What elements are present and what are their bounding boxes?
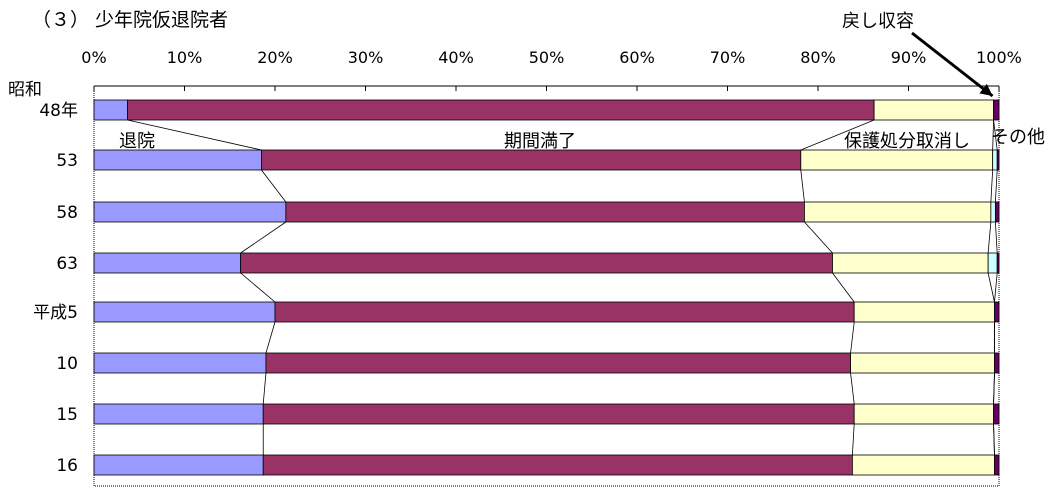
series-label: その他	[991, 127, 1045, 148]
bar-segment	[274, 301, 855, 323]
bar-segment	[832, 252, 989, 274]
series-line	[127, 119, 262, 151]
x-tick-label: 10%	[167, 48, 203, 67]
bar-segment	[265, 352, 851, 374]
category-label: 63	[56, 254, 78, 274]
bar-segment	[93, 99, 128, 121]
category-label: 48年	[39, 101, 78, 121]
series-line	[993, 119, 998, 151]
series-line	[987, 272, 995, 303]
x-tick-label: 30%	[348, 48, 384, 67]
category-label: 16	[56, 456, 78, 476]
series-line	[851, 423, 855, 456]
bar-segment	[240, 252, 833, 274]
series-line	[850, 372, 855, 405]
x-tick-label: 70%	[710, 48, 746, 67]
category-label: 53	[56, 151, 78, 171]
bar-segment	[853, 403, 994, 425]
bar-segment	[993, 99, 1000, 121]
bars	[93, 99, 1000, 476]
series-line	[994, 221, 998, 254]
chart-title: （３） 少年院仮退院者	[32, 9, 228, 31]
category-label: 15	[56, 405, 78, 425]
bar-segment	[804, 201, 992, 223]
series-line	[800, 169, 805, 203]
series-line	[240, 272, 276, 303]
x-tick-label: 50%	[529, 48, 565, 67]
bar-segment	[800, 149, 994, 171]
category-label: 58	[56, 203, 78, 223]
bar-segment	[993, 403, 1000, 425]
bar-segment	[992, 149, 998, 171]
x-tick-label: 40%	[438, 48, 474, 67]
x-tick-label: 80%	[800, 48, 836, 67]
bar-segment	[93, 352, 267, 374]
series-line	[804, 221, 833, 254]
x-axis-ticks	[93, 86, 1000, 91]
bar-segment	[994, 201, 1000, 223]
series-connector-lines	[127, 119, 998, 456]
x-tick-label: 100%	[976, 48, 1022, 67]
series-line	[990, 169, 994, 203]
series-line	[992, 119, 994, 151]
series-line	[240, 221, 287, 254]
bar-segment	[994, 301, 1000, 323]
bar-segment	[261, 149, 802, 171]
bar-segment	[987, 252, 998, 274]
series-line	[994, 169, 998, 203]
bar-segment	[990, 201, 996, 223]
series-line	[832, 272, 855, 303]
bar-segment	[873, 99, 994, 121]
bar-segment	[850, 352, 995, 374]
bar-segment	[994, 352, 1000, 374]
bar-segment	[853, 301, 995, 323]
series-line	[850, 321, 855, 354]
series-label: 退院	[119, 131, 155, 152]
bar-segment	[262, 454, 853, 476]
series-line	[265, 321, 276, 354]
category-label: 10	[56, 354, 78, 374]
series-line	[262, 372, 267, 405]
series-line	[993, 372, 995, 405]
x-tick-label: 20%	[257, 48, 293, 67]
bar-segment	[93, 454, 264, 476]
series-line	[261, 169, 287, 203]
series-line	[987, 221, 992, 254]
bar-segment	[93, 149, 262, 171]
series-label: 戻し収容	[842, 11, 914, 32]
x-tick-label: 60%	[619, 48, 655, 67]
bar-segment	[994, 454, 1000, 476]
bar-segment	[851, 454, 995, 476]
bar-segment	[93, 252, 242, 274]
x-axis-tick-labels: 0% 10% 20% 30% 40% 50% 60% 70% 80% 90% 100%	[81, 48, 1022, 67]
series-line	[993, 423, 995, 456]
series-label: 保護処分取消し	[844, 131, 970, 152]
bar-segment	[127, 99, 875, 121]
annotation-arrow-head	[979, 83, 993, 96]
bar-segment	[262, 403, 855, 425]
x-tick-label: 90%	[891, 48, 927, 67]
bar-segment	[285, 201, 805, 223]
bar-segment	[93, 403, 264, 425]
category-label-era: 昭和	[8, 80, 42, 100]
bar-segment	[93, 301, 276, 323]
category-label: 平成5	[33, 303, 78, 323]
series-label: 期間満了	[504, 131, 576, 152]
series-line	[800, 119, 875, 151]
series-line	[994, 272, 998, 303]
bar-segment	[93, 201, 287, 223]
x-tick-label: 0%	[81, 48, 106, 67]
